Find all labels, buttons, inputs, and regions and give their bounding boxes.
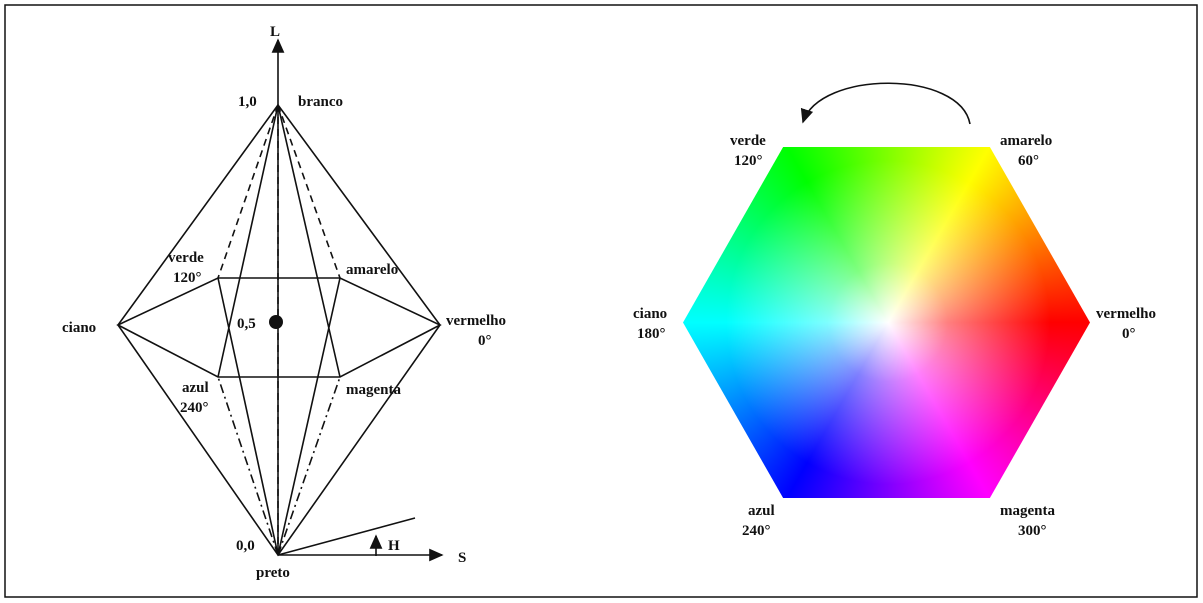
vertex-label: amarelo	[346, 262, 398, 278]
hidden-edges	[217, 376, 341, 556]
center-dot	[269, 315, 283, 329]
vertex-label: azul	[182, 380, 209, 396]
vertex-label: 120°	[173, 270, 202, 286]
vertex-label: azul	[748, 503, 775, 519]
vertex-label: ciano	[633, 306, 667, 322]
axis-label: H	[388, 538, 400, 554]
vertex-label: preto	[256, 565, 290, 581]
vertex-label: vermelho	[1096, 306, 1156, 322]
vertex-label: 0°	[478, 333, 492, 349]
vertex-label: magenta	[1000, 503, 1055, 519]
level-label: 1,0	[238, 94, 257, 110]
hue-hexagon	[683, 147, 1090, 498]
hidden-edges	[217, 104, 341, 555]
outline	[117, 103, 441, 557]
vertex-label: branco	[298, 94, 343, 110]
rotation-arrow	[800, 82, 971, 125]
frame	[4, 4, 1198, 598]
vertex-label: verde	[168, 250, 204, 266]
vertex-label: verde	[730, 133, 766, 149]
bicone	[116, 38, 444, 562]
vertex-label: 180°	[637, 326, 666, 342]
vertex-label: 240°	[180, 400, 209, 416]
vertex-label: 0°	[1122, 326, 1136, 342]
axis-label: S	[458, 550, 466, 566]
vertex-label: 240°	[742, 523, 771, 539]
vertex-label: 60°	[1018, 153, 1039, 169]
vertex-label: 120°	[734, 153, 763, 169]
vertex-label: amarelo	[1000, 133, 1052, 149]
vertex-label: magenta	[346, 382, 401, 398]
level-label: 0,0	[236, 538, 255, 554]
vertex-label: 300°	[1018, 523, 1047, 539]
vertex-label: ciano	[62, 320, 96, 336]
axis-label: L	[270, 24, 280, 40]
edges	[217, 104, 341, 556]
vertex-label: vermelho	[446, 313, 506, 329]
h-line	[277, 517, 416, 556]
level-label: 0,5	[237, 316, 256, 332]
